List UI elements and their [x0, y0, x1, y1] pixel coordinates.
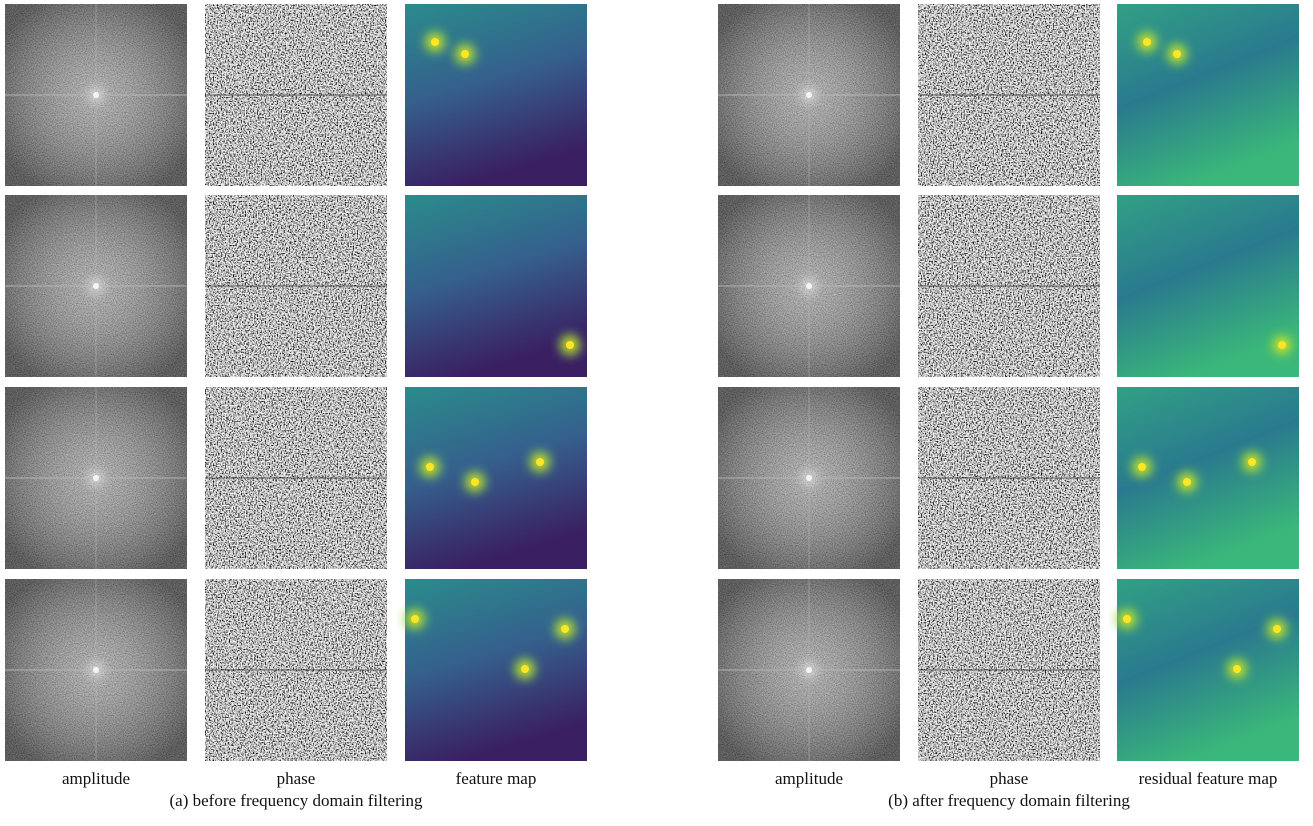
column-label: amplitude	[775, 769, 843, 788]
feature-map-light	[1273, 625, 1281, 633]
column-label: phase	[277, 769, 316, 788]
amplitude-center	[806, 283, 812, 289]
feature-map-image	[1117, 579, 1299, 761]
amplitude-center	[93, 475, 99, 481]
amplitude-center	[93, 283, 99, 289]
figure: amplitude phase feature map (a) before freq…	[0, 0, 1313, 821]
feature-map-light	[1183, 478, 1191, 486]
feature-map-light	[411, 615, 419, 623]
feature-map-image	[405, 579, 587, 761]
feature-map-light	[431, 38, 439, 46]
page: amplitude phase feature map (a) before freq…	[0, 0, 1313, 821]
feature-map-light	[1233, 665, 1241, 673]
panel-caption: (a) before frequency domain filtering	[170, 791, 423, 810]
feature-map-light	[1173, 50, 1181, 58]
feature-map-light	[1123, 615, 1131, 623]
amplitude-center	[806, 475, 812, 481]
column-label: feature map	[456, 769, 537, 788]
column-label: residual feature map	[1139, 769, 1278, 788]
feature-map-light	[521, 665, 529, 673]
panel: amplitude phase feature map (a) before freq…	[5, 4, 587, 810]
column-label: phase	[990, 769, 1029, 788]
feature-map-light	[1138, 463, 1146, 471]
amplitude-center	[806, 92, 812, 98]
feature-map-light	[566, 341, 574, 349]
feature-map-light	[461, 50, 469, 58]
feature-map-light	[536, 458, 544, 466]
feature-map-light	[1278, 341, 1286, 349]
panel: amplitude phase residual feature map (b) af…	[718, 4, 1299, 810]
panel-caption: (b) after frequency domain filtering	[888, 791, 1130, 810]
feature-map-light	[426, 463, 434, 471]
feature-map-light	[1248, 458, 1256, 466]
feature-map-light	[1143, 38, 1151, 46]
amplitude-center	[93, 92, 99, 98]
amplitude-center	[806, 667, 812, 673]
amplitude-center	[93, 667, 99, 673]
feature-map-light	[561, 625, 569, 633]
column-label: amplitude	[62, 769, 130, 788]
feature-map-light	[471, 478, 479, 486]
